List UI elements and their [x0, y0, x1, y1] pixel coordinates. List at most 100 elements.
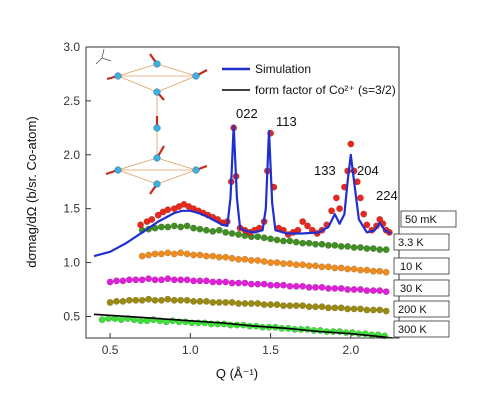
- series-3.3k: [138, 222, 390, 254]
- legend: Simulation form factor of Co²⁺ (s=3/2): [222, 62, 396, 97]
- axis-layer: 0.5 1.0 1.5 2.0 0.5 1.0 1.5 2.0 2.5 3.0: [63, 40, 359, 357]
- data-point: [209, 298, 217, 306]
- data-point: [138, 296, 146, 304]
- data-point: [119, 277, 127, 285]
- data-point: [260, 280, 268, 288]
- inset-axis-c: [101, 48, 105, 59]
- data-point: [267, 281, 275, 289]
- data-point: [151, 250, 159, 258]
- data-point: [190, 224, 197, 232]
- y-tick-label: 0.5: [63, 309, 80, 323]
- data-point: [279, 281, 287, 289]
- data-point: [190, 251, 197, 259]
- data-point: [170, 222, 178, 230]
- data-point: [350, 265, 358, 273]
- data-point: [196, 225, 204, 233]
- data-point: [183, 250, 191, 258]
- form-factor-line: [93, 313, 393, 339]
- data-point: [215, 298, 223, 306]
- inset-co-atom: [192, 72, 200, 80]
- inset-co-atom: [192, 166, 200, 174]
- data-point: [318, 240, 326, 248]
- data-point: [286, 302, 294, 310]
- data-point: [177, 249, 185, 257]
- data-point: [299, 239, 307, 247]
- x-tick-label: 0.5: [102, 343, 119, 357]
- data-point: [202, 226, 210, 234]
- data-point: [254, 280, 262, 288]
- data-point: [138, 252, 146, 260]
- temp-tag-300k-box: [393, 320, 450, 338]
- data-point: [304, 222, 311, 230]
- data-point: [202, 297, 210, 305]
- data-point: [106, 278, 114, 286]
- data-point: [279, 260, 287, 268]
- data-point: [235, 279, 242, 287]
- data-point: [273, 281, 281, 289]
- data-point: [113, 277, 120, 285]
- data-point: [299, 218, 307, 226]
- data-point: [337, 284, 345, 292]
- data-point: [151, 276, 159, 284]
- data-point: [209, 278, 217, 286]
- data-point: [196, 251, 204, 259]
- data-point: [183, 222, 191, 230]
- series-30k: [106, 275, 390, 296]
- data-point: [286, 237, 294, 245]
- data-point: [344, 305, 352, 313]
- data-point: [222, 278, 230, 286]
- data-point: [329, 328, 337, 335]
- data-point: [201, 319, 209, 327]
- data-point: [344, 242, 352, 250]
- data-point: [164, 249, 172, 257]
- temp-tag-10k-box: [393, 257, 450, 275]
- data-point: [357, 244, 364, 251]
- x-tick-label: 1.0: [182, 343, 199, 357]
- data-point: [337, 304, 345, 312]
- data-point: [132, 296, 140, 304]
- temp-tag-50mk: 50 mK: [405, 214, 437, 226]
- data-point: [190, 297, 197, 305]
- data-point: [312, 262, 319, 270]
- data-point: [337, 242, 345, 250]
- data-point: [312, 303, 319, 311]
- series-50mk: [137, 124, 393, 238]
- data-point: [235, 300, 242, 307]
- data-point: [247, 300, 255, 307]
- data-point: [169, 317, 177, 325]
- data-point: [215, 253, 223, 261]
- data-point: [337, 264, 345, 272]
- data-point: [357, 266, 364, 274]
- data-point: [241, 279, 249, 287]
- data-point: [125, 276, 133, 284]
- temp-tag-200k-box: [393, 300, 450, 318]
- data-point: [369, 267, 377, 275]
- data-point: [376, 306, 384, 314]
- temp-tag-10k: 10 K: [400, 261, 423, 273]
- data-point: [350, 305, 358, 313]
- simulation-line: [93, 124, 392, 258]
- curve-layer: [93, 124, 393, 339]
- data-point: [292, 282, 300, 290]
- data-point: [331, 264, 339, 272]
- series-200k: [106, 295, 390, 315]
- data-point: [350, 286, 358, 293]
- x-tick-label: 2.0: [343, 343, 360, 357]
- y-tick-label: 3.0: [63, 40, 80, 54]
- data-point: [183, 296, 191, 304]
- data-point: [157, 250, 165, 258]
- data-point: [316, 327, 324, 334]
- data-point: [382, 268, 390, 276]
- data-point: [98, 316, 106, 324]
- data-point: [247, 280, 255, 288]
- data-point: [363, 266, 371, 274]
- temp-tag-200k: 200 K: [398, 304, 427, 316]
- data-point: [331, 304, 339, 312]
- temp-tag-3k-box: [393, 233, 450, 251]
- y-tick-label: 1.5: [63, 202, 80, 216]
- peak-label-224: 224: [376, 188, 398, 203]
- inset-bond: [156, 63, 197, 77]
- data-point: [222, 298, 230, 306]
- inset-co-atom: [114, 72, 122, 80]
